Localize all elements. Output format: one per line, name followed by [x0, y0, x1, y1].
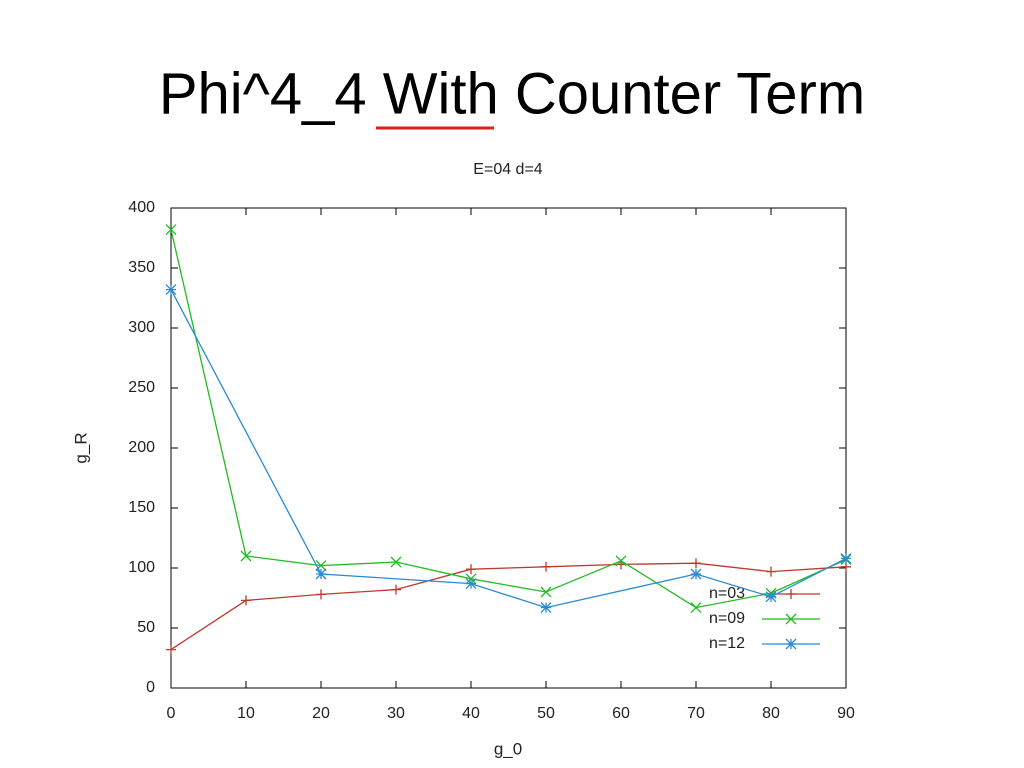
marker	[165, 224, 177, 236]
legend-marker	[785, 613, 797, 625]
chart-title: E=04 d=4	[473, 161, 543, 178]
y-tick-label: 200	[128, 439, 155, 456]
x-tick-label: 70	[687, 705, 705, 722]
y-axis-label: g_R	[71, 432, 90, 463]
legend-marker	[786, 589, 796, 599]
x-tick-label: 90	[837, 705, 855, 722]
x-tick-label: 80	[762, 705, 780, 722]
marker	[615, 555, 627, 567]
legend-marker	[785, 638, 797, 650]
y-tick-label: 150	[128, 499, 155, 516]
marker	[540, 586, 552, 598]
y-tick-label: 0	[146, 679, 155, 696]
x-axis-label: g_0	[494, 739, 522, 758]
marker	[691, 558, 701, 569]
marker	[840, 552, 852, 564]
marker	[766, 566, 776, 577]
x-tick-label: 30	[387, 705, 405, 722]
marker	[690, 568, 702, 580]
legend-label: n=09	[709, 610, 745, 627]
marker	[465, 578, 477, 590]
y-tick-label: 250	[128, 379, 155, 396]
y-tick-label: 300	[128, 319, 155, 336]
marker	[841, 561, 851, 572]
marker	[166, 644, 176, 655]
y-tick-label: 400	[128, 199, 155, 216]
marker	[390, 556, 402, 568]
x-tick-label: 50	[537, 705, 555, 722]
marker	[541, 561, 551, 572]
legend-label: n=03	[709, 585, 745, 602]
marker	[315, 568, 327, 580]
x-tick-label: 10	[237, 705, 255, 722]
marker	[165, 284, 177, 296]
series-line	[170, 229, 847, 609]
x-tick-label: 40	[462, 705, 480, 722]
marker	[241, 595, 251, 606]
marker	[240, 550, 252, 562]
x-tick-label: 20	[312, 705, 330, 722]
marker	[540, 602, 552, 614]
x-tick-label: 60	[612, 705, 630, 722]
y-tick-label: 100	[128, 559, 155, 576]
marker	[391, 584, 401, 595]
marker	[316, 589, 326, 600]
legend-label: n=12	[709, 635, 745, 652]
x-tick-label: 0	[167, 705, 176, 722]
slide-title: Phi^4_4 With Counter Term	[159, 61, 865, 126]
y-tick-label: 50	[137, 619, 155, 636]
series-line	[170, 562, 847, 651]
y-tick-label: 350	[128, 259, 155, 276]
marker	[765, 591, 777, 603]
marker	[690, 602, 702, 614]
marker	[466, 564, 476, 575]
